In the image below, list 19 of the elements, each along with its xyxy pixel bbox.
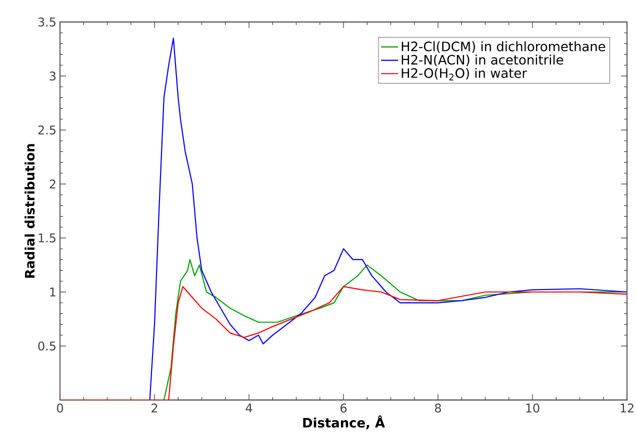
legend-label: H2-O(H$_{2}$O) in water	[402, 68, 528, 80]
x-tick-label: 2	[152, 404, 158, 412]
y-axis-title: Radial distribution	[24, 144, 35, 278]
x-tick-label: 0	[56, 404, 64, 413]
legend-label: H2-N(ACN) in acetonitrile	[402, 54, 564, 66]
y-tick-label: 1	[50, 288, 56, 296]
y-tick-label: 3.5	[38, 17, 56, 27]
y-tick-label: 2.5	[38, 125, 56, 135]
y-tick-label: 3	[50, 71, 56, 81]
x-tick-label: 4	[246, 404, 252, 412]
x-tick-label: 8	[435, 404, 441, 413]
x-tick-label: 10	[526, 404, 540, 413]
y-tick-label: 2	[50, 180, 56, 188]
x-tick-label: 12	[620, 404, 634, 412]
legend-label: H2-Cl(DCM) in dichloromethane	[402, 41, 606, 53]
y-tick-label: 1.5	[38, 234, 56, 242]
x-axis-title: Distance, Å	[303, 415, 385, 430]
y-tick-label: 0.5	[38, 341, 56, 351]
x-tick-label: 6	[340, 404, 347, 413]
